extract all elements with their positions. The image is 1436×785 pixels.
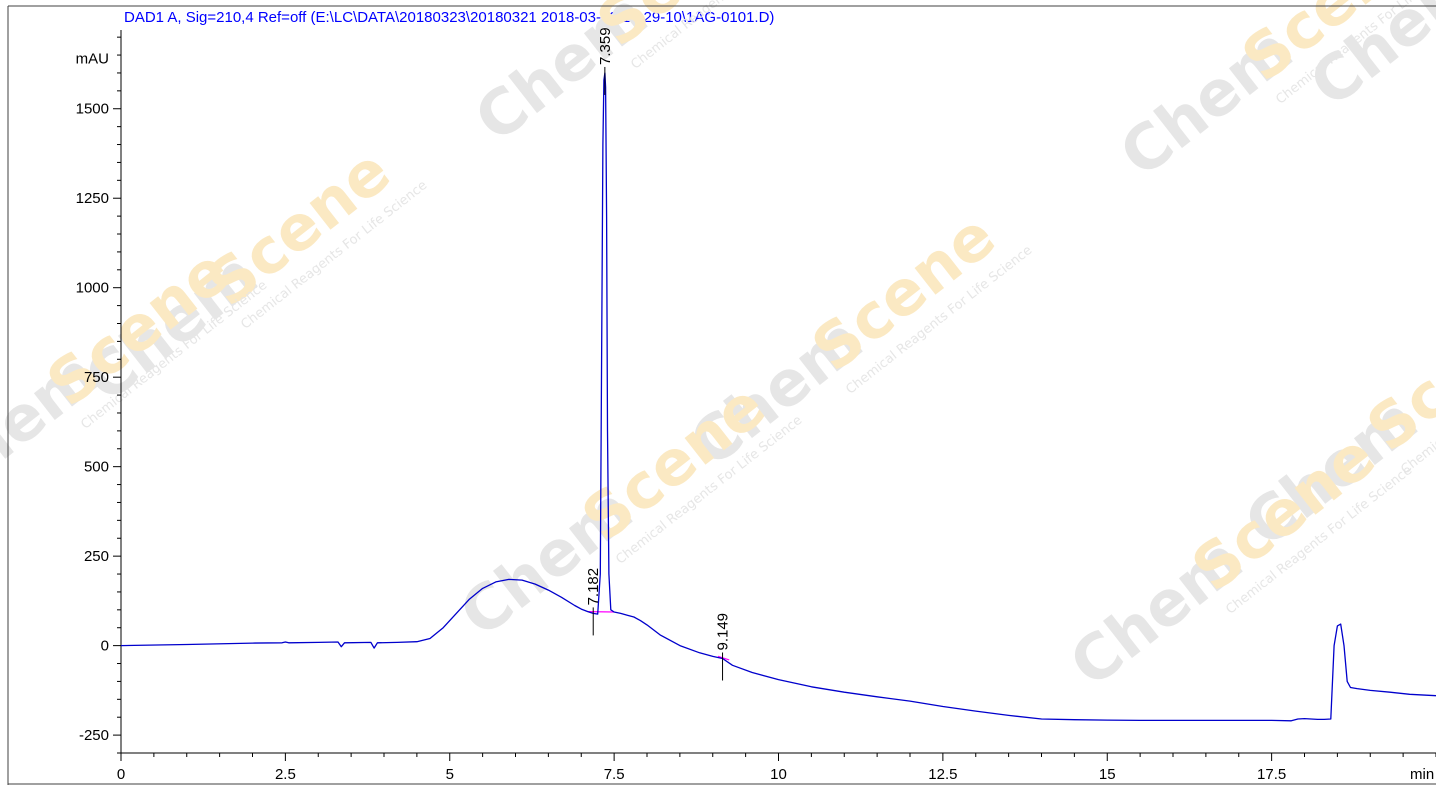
y-tick-label: 1000 [76,280,109,297]
x-tick-label: 10 [770,766,787,783]
y-tick-label: -250 [79,727,109,744]
y-tick-label: 0 [101,638,109,655]
y-tick-label: 250 [84,548,109,565]
axes: -250 0 250 500 750 1000 1250 1500 mAU 0 2.5 5 7.5 10 1… [7,5,1436,785]
y-tick-label: 500 [84,459,109,476]
x-tick-label: 5 [446,766,454,783]
y-axis-unit-label: mAU [76,51,109,68]
y-tick-label: 1500 [76,101,109,118]
x-tick-label: 0 [117,766,125,783]
data-layer: 7.182 7.359 9.149 [120,27,1436,722]
x-tick-label: 7.5 [604,766,625,783]
chromatogram-trace [120,72,1436,722]
x-tick-label: 12.5 [928,766,957,783]
x-tick-label: 17.5 [1257,766,1286,783]
integration-baseline [717,655,730,661]
chart-title: DAD1 A, Sig=210,4 Ref=off (E:\LC\DATA\20… [124,9,775,26]
y-tick-label: 750 [84,369,109,386]
x-axis-unit-label: min [1410,766,1434,783]
x-tick-label: 2.5 [275,766,296,783]
x-tick-label: 15 [1099,766,1116,783]
peak-retention-label: 7.359 [597,27,614,65]
peak-retention-label: 7.182 [585,568,602,606]
y-tick-label: 1250 [76,190,109,207]
peak-retention-label: 9.149 [715,613,732,651]
